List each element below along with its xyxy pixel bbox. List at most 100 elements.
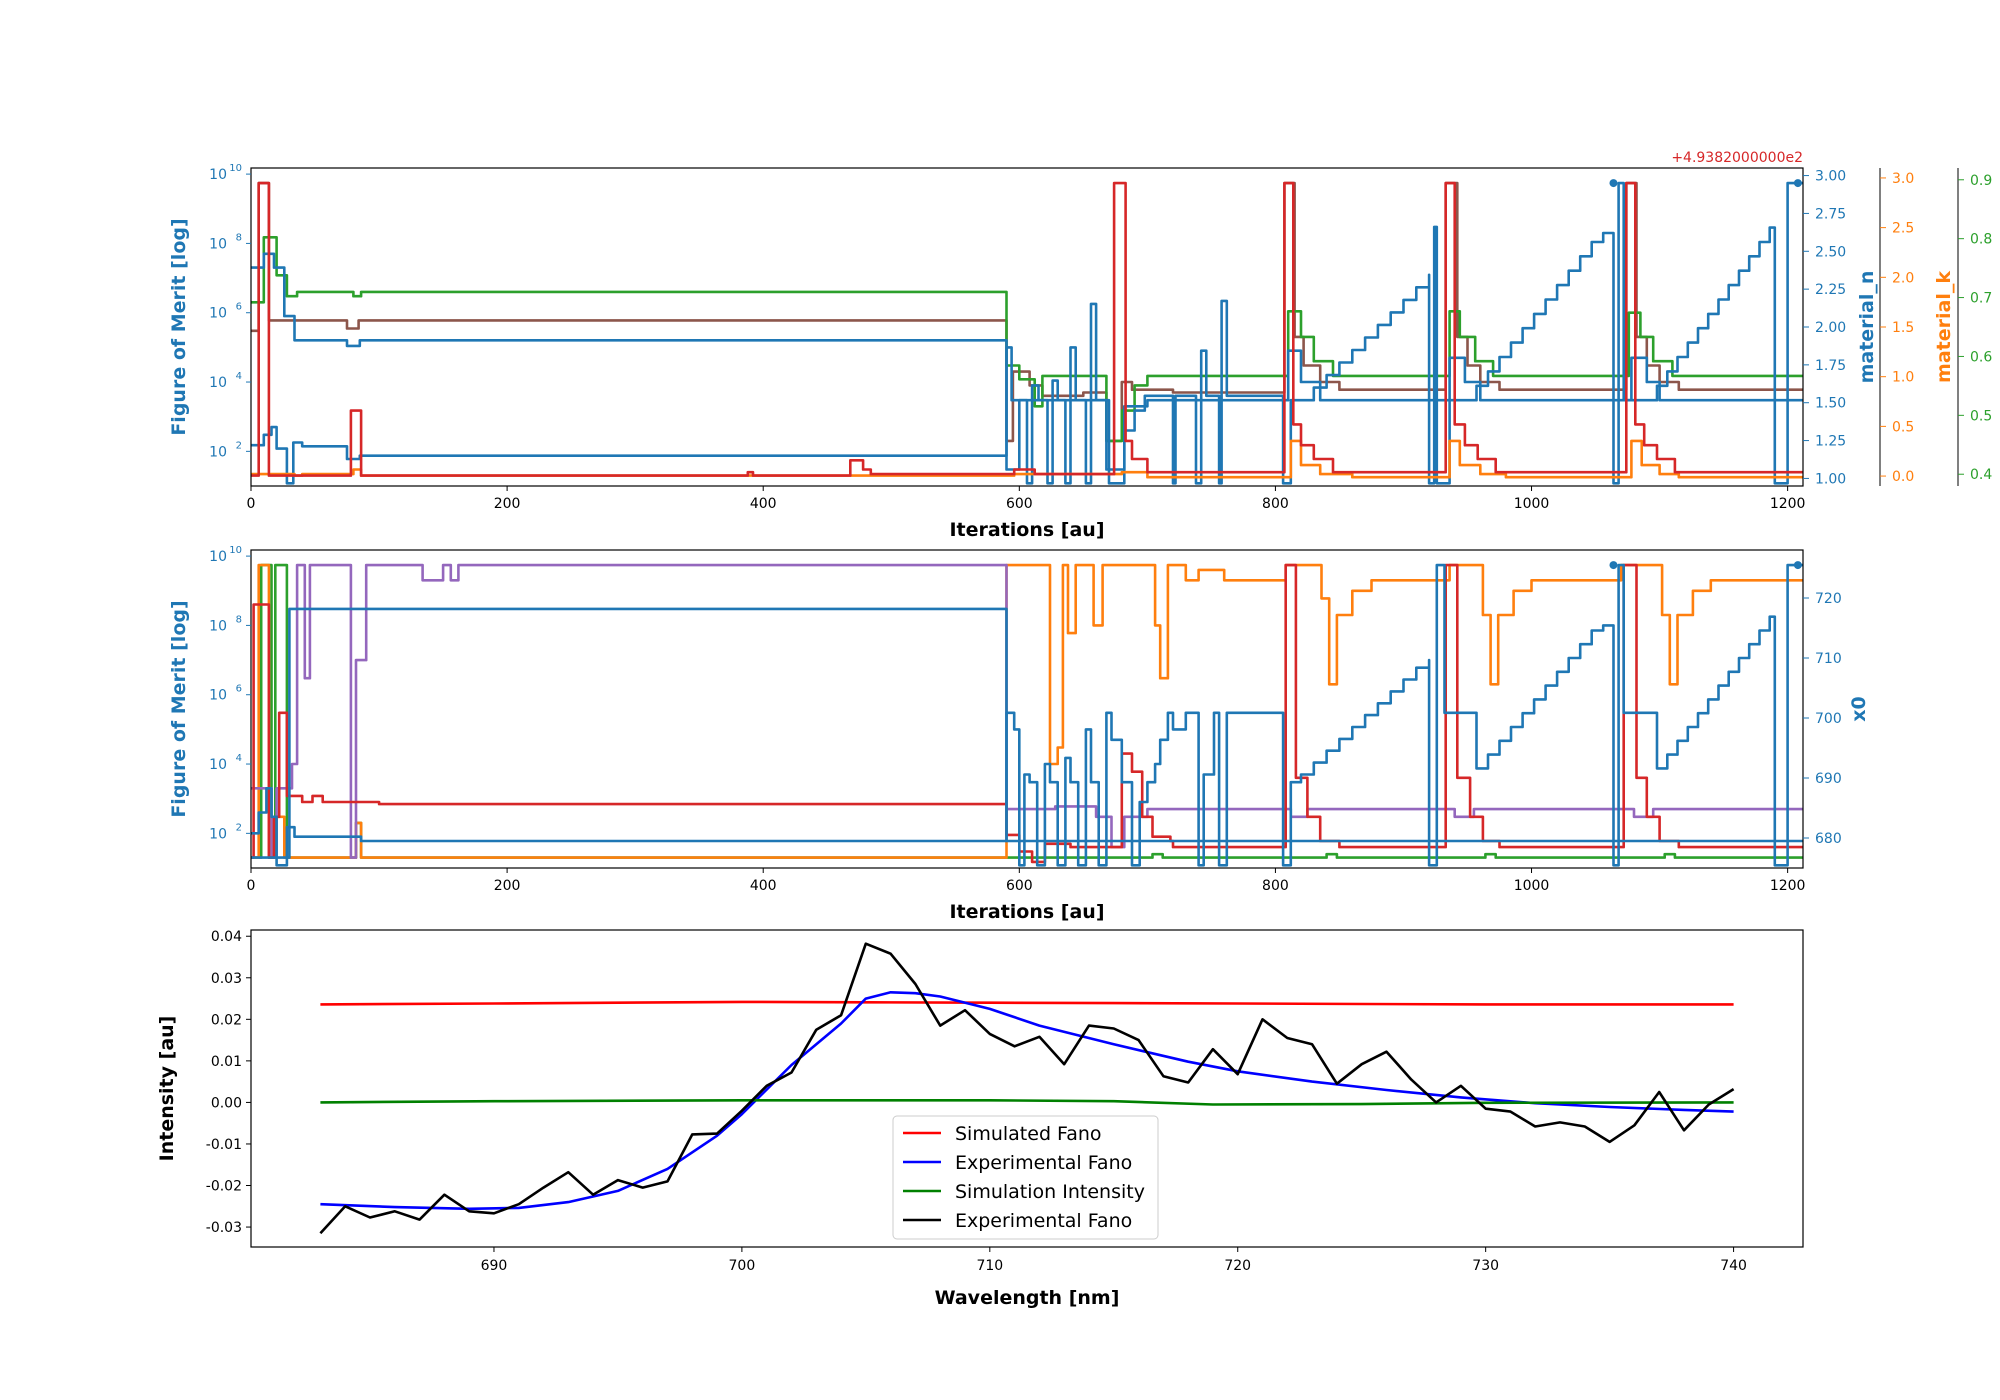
- y-axis-label: Figure of Merit [log]: [168, 218, 190, 435]
- y-tick-exponent: 8: [236, 232, 242, 243]
- y-tick-label: -0.01: [206, 1137, 242, 1153]
- right-tick-label: 0.7: [1970, 291, 1992, 307]
- y-tick-exponent: 10: [229, 545, 242, 556]
- legend-entry-label: Experimental Fano: [955, 1210, 1132, 1232]
- y-tick-exponent: 2: [236, 822, 242, 833]
- right-tick-label: 2.25: [1815, 282, 1846, 298]
- x-axis-label: Iterations [au]: [949, 519, 1104, 541]
- x-tick-label: 200: [494, 878, 521, 894]
- trace-red-5: [251, 181, 1803, 477]
- right-tick-label: 2.00: [1815, 320, 1846, 336]
- x-tick-label: 1000: [1514, 878, 1550, 894]
- right-tick-label: 680: [1815, 831, 1842, 847]
- right-tick-label: 0.5: [1970, 408, 1992, 424]
- series-line-0: [320, 1000, 1734, 1006]
- x-tick-label: 1000: [1514, 496, 1550, 512]
- trace-green-1: [251, 236, 1803, 443]
- y-tick-label: 0.00: [211, 1095, 242, 1111]
- legend-entry-label: Simulation Intensity: [955, 1181, 1145, 1203]
- right-tick-label: 1.00: [1815, 471, 1846, 487]
- x-axis-label: Wavelength [nm]: [935, 1287, 1120, 1309]
- y-tick-label: -0.02: [206, 1179, 242, 1195]
- right-tick-label: 3.00: [1815, 169, 1846, 185]
- x-tick-label: 600: [1006, 496, 1033, 512]
- x-tick-label: 700: [729, 1258, 756, 1274]
- right-tick-label: 2.75: [1815, 206, 1846, 222]
- right-tick-label: 0.8: [1970, 232, 1992, 248]
- marker-dot: [1609, 561, 1618, 570]
- y-tick-exponent: 10: [229, 163, 242, 174]
- x-tick-label: 720: [1224, 1258, 1251, 1274]
- x-tick-label: 400: [750, 878, 777, 894]
- right-tick-label: 700: [1815, 711, 1842, 727]
- y-tick-exponent: 4: [236, 753, 242, 764]
- y-tick-label: 0.04: [211, 929, 242, 945]
- right-tick-label: 2.0: [1892, 270, 1914, 286]
- right-tick-label: 1.25: [1815, 434, 1846, 450]
- legend: Simulated Fano Experimental Fano Simulatio…: [892, 1115, 1159, 1240]
- plot-frame: [250, 549, 1804, 869]
- right-tick-label: 3.0: [1892, 171, 1914, 187]
- trace-red-3: [251, 563, 1803, 864]
- y-tick-label: 10: [209, 306, 227, 322]
- marker-dot: [1793, 179, 1802, 188]
- legend-box: [892, 1115, 1159, 1240]
- right-tick-label: 0.4: [1970, 467, 1992, 483]
- right-tick-label: 1.0: [1892, 370, 1914, 386]
- trace-orange-1: [251, 563, 1803, 859]
- right-tick-label: 0.9: [1970, 173, 1992, 189]
- x-tick-label: 200: [494, 496, 521, 512]
- x-tick-label: 730: [1472, 1258, 1499, 1274]
- y-tick-label: 10: [209, 618, 227, 634]
- trace-purple-2: [251, 563, 1803, 859]
- y-tick-label: 10: [209, 236, 227, 252]
- y-tick-exponent: 2: [236, 440, 242, 451]
- y-tick-label: 0.02: [211, 1012, 242, 1028]
- right-axis-label: material_n: [1856, 271, 1878, 384]
- right-axis-label: x0: [1848, 696, 1870, 721]
- y-axis-label: Intensity [au]: [156, 1016, 178, 1162]
- y-tick-label: 0.03: [211, 971, 242, 987]
- trace-blue-2: [251, 181, 1803, 485]
- right-axis-label: material_k: [1933, 271, 1955, 383]
- x-tick-label: 1200: [1770, 878, 1806, 894]
- right-tick-label: 1.5: [1892, 320, 1914, 336]
- legend-entry-label: Simulated Fano: [955, 1123, 1102, 1145]
- y-tick-label: 10: [209, 688, 227, 704]
- right-tick-label: 1.75: [1815, 358, 1846, 374]
- y-tick-exponent: 6: [236, 302, 242, 313]
- y-tick-exponent: 6: [236, 684, 242, 695]
- right-tick-label: 690: [1815, 771, 1842, 787]
- right-tick-label: 720: [1815, 591, 1842, 607]
- y-axis-label: Figure of Merit [log]: [168, 600, 190, 817]
- y-tick-exponent: 8: [236, 614, 242, 625]
- right-tick-label: 1.50: [1815, 396, 1846, 412]
- x-tick-label: 400: [750, 496, 777, 512]
- trace-blue-4: [251, 563, 1803, 867]
- x-tick-label: 0: [247, 496, 256, 512]
- y-tick-label: 10: [209, 757, 227, 773]
- legend-entry-label: Experimental Fano: [955, 1152, 1132, 1174]
- right-tick-label: 0.6: [1970, 349, 1992, 365]
- x-tick-label: 800: [1262, 496, 1289, 512]
- y-tick-label: 0.01: [211, 1054, 242, 1070]
- x-tick-label: 0: [247, 878, 256, 894]
- x-tick-label: 690: [481, 1258, 508, 1274]
- marker-dot: [1609, 179, 1618, 188]
- right-tick-label: 0.5: [1892, 419, 1914, 435]
- x-tick-label: 740: [1720, 1258, 1747, 1274]
- right-tick-label: 710: [1815, 651, 1842, 667]
- y-tick-label: 10: [209, 375, 227, 391]
- x-axis-label: Iterations [au]: [949, 901, 1104, 923]
- x-tick-label: 600: [1006, 878, 1033, 894]
- y-tick-label: 10: [209, 549, 227, 565]
- trace-blue-3: [251, 252, 1803, 471]
- y-tick-label: 10: [209, 444, 227, 460]
- trace-blue-5: [251, 607, 1803, 859]
- series-line-2: [320, 1099, 1734, 1106]
- y-tick-exponent: 4: [236, 371, 242, 382]
- marker-dot: [1793, 561, 1802, 570]
